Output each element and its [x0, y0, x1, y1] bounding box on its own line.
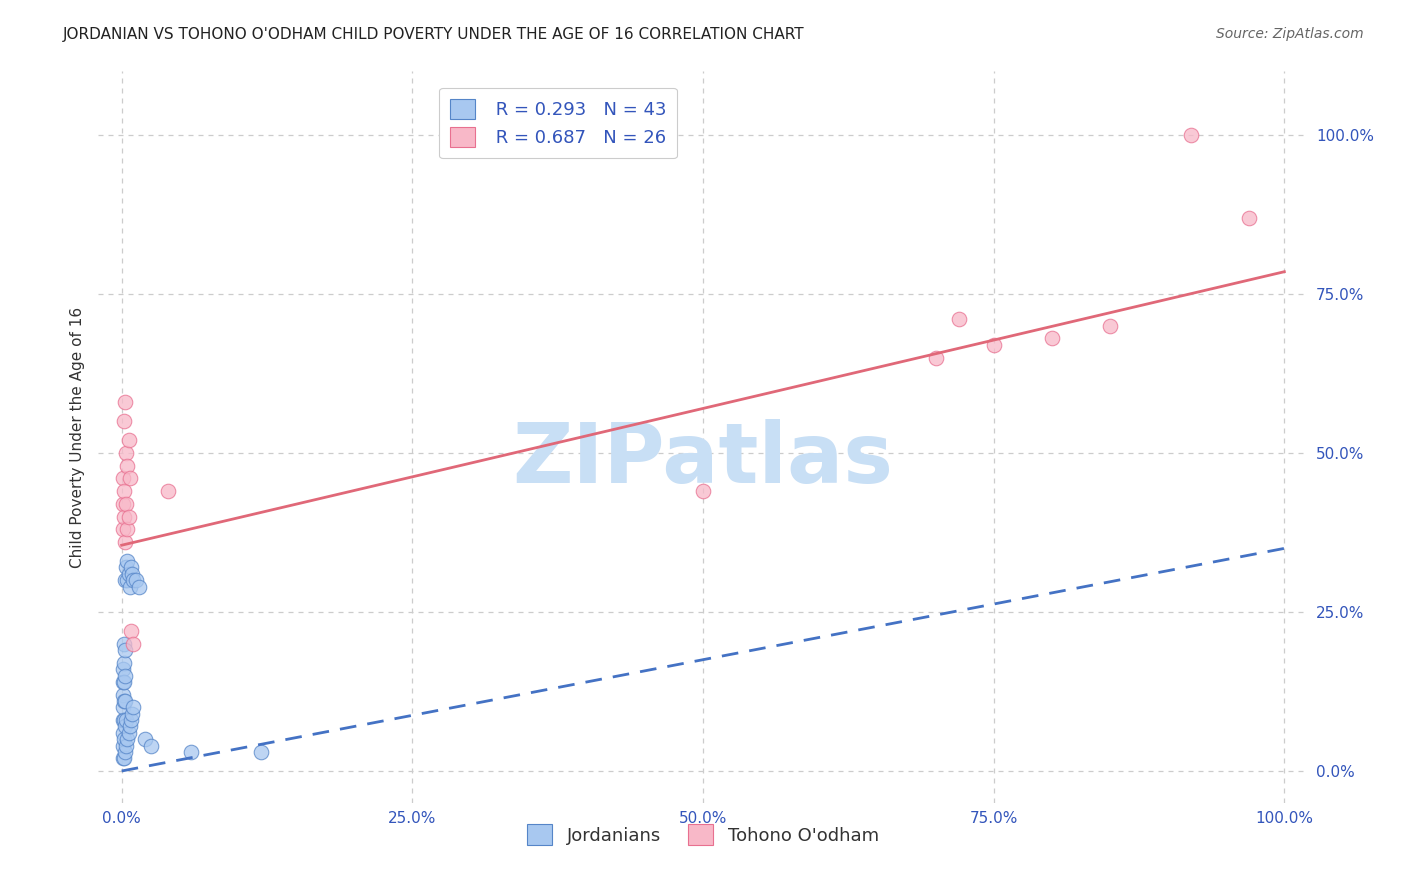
Point: [121, 706, 143, 721]
Point: [139, 739, 162, 753]
Point: [1098, 318, 1121, 333]
Point: [1040, 331, 1063, 345]
Point: [117, 554, 139, 568]
Point: [124, 573, 146, 587]
Point: [111, 522, 134, 536]
Point: [115, 560, 138, 574]
Point: [250, 745, 273, 759]
Point: [114, 395, 136, 409]
Point: [114, 535, 136, 549]
Point: [111, 497, 134, 511]
Point: [112, 675, 135, 690]
Point: [122, 637, 145, 651]
Point: [117, 458, 139, 473]
Point: [114, 745, 136, 759]
Point: [118, 719, 141, 733]
Point: [120, 624, 142, 638]
Point: [157, 484, 180, 499]
Point: [115, 739, 138, 753]
Text: ZIPatlas: ZIPatlas: [513, 418, 893, 500]
Point: [118, 726, 141, 740]
Point: [180, 745, 202, 759]
Point: [118, 566, 141, 581]
Point: [122, 700, 145, 714]
Point: [983, 338, 1005, 352]
Point: [1239, 211, 1261, 225]
Point: [120, 560, 142, 574]
Point: [118, 509, 141, 524]
Point: [112, 414, 135, 428]
Point: [112, 751, 135, 765]
Point: [1180, 128, 1202, 142]
Point: [134, 732, 156, 747]
Text: Source: ZipAtlas.com: Source: ZipAtlas.com: [1216, 27, 1364, 41]
Point: [692, 484, 714, 499]
Point: [115, 446, 138, 460]
Point: [115, 713, 138, 727]
Point: [118, 434, 141, 448]
Point: [948, 312, 970, 326]
Point: [111, 675, 134, 690]
Point: [114, 719, 136, 733]
Point: [112, 694, 135, 708]
Point: [114, 573, 136, 587]
Point: [120, 713, 142, 727]
Point: [112, 732, 135, 747]
Point: [111, 713, 134, 727]
Text: JORDANIAN VS TOHONO O'ODHAM CHILD POVERTY UNDER THE AGE OF 16 CORRELATION CHART: JORDANIAN VS TOHONO O'ODHAM CHILD POVERT…: [63, 27, 804, 42]
Point: [114, 668, 136, 682]
Point: [122, 573, 145, 587]
Point: [111, 662, 134, 676]
Point: [117, 573, 139, 587]
Point: [112, 509, 135, 524]
Point: [111, 471, 134, 485]
Point: [114, 694, 136, 708]
Point: [111, 688, 134, 702]
Point: [117, 522, 139, 536]
Point: [924, 351, 946, 365]
Point: [112, 656, 135, 670]
Point: [112, 637, 135, 651]
Point: [118, 580, 141, 594]
Point: [112, 484, 135, 499]
Point: [121, 566, 143, 581]
Point: [114, 643, 136, 657]
Point: [128, 580, 150, 594]
Y-axis label: Child Poverty Under the Age of 16: Child Poverty Under the Age of 16: [69, 307, 84, 567]
Point: [117, 732, 139, 747]
Point: [111, 739, 134, 753]
Point: [118, 471, 141, 485]
Point: [111, 700, 134, 714]
Point: [112, 713, 135, 727]
Point: [111, 726, 134, 740]
Point: [115, 497, 138, 511]
Legend: Jordanians, Tohono O'odham: Jordanians, Tohono O'odham: [520, 817, 886, 852]
Point: [111, 751, 134, 765]
